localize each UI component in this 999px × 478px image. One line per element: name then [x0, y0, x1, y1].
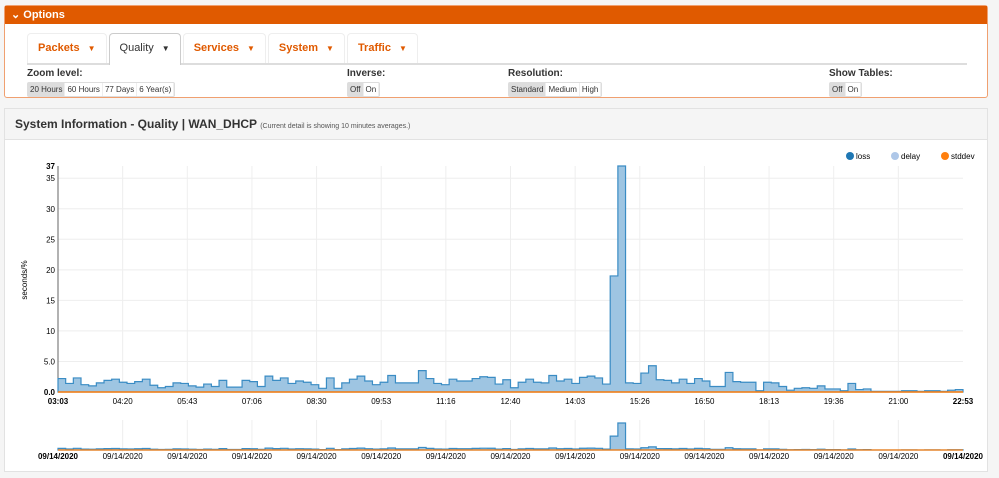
x-tick-label: 14:03: [565, 397, 586, 406]
legend-stddev-label: stddev: [951, 152, 975, 161]
nav-tick-label: 09/14/2020: [749, 452, 790, 461]
caret-icon: ▼: [398, 44, 407, 53]
x-tick-label: 11:16: [436, 397, 456, 406]
x-tick-label: 15:26: [630, 397, 651, 406]
x-tick-label: 08:30: [307, 397, 328, 406]
nav-tick-label: 09/14/2020: [555, 452, 596, 461]
y-tick-label: 15: [46, 296, 55, 305]
legend-loss-label: loss: [856, 152, 870, 161]
x-tick-label: 09:53: [371, 397, 392, 406]
y-tick-label: 35: [46, 174, 55, 183]
legend-delay-icon: [891, 152, 899, 160]
zoom-60h-button[interactable]: 60 Hours: [65, 83, 103, 96]
panel-header: System Information - Quality | WAN_DHCP …: [5, 109, 987, 140]
y-tick-label: 37: [46, 162, 55, 171]
nav-tick-label: 09/14/2020: [103, 452, 144, 461]
x-tick-label: 16:50: [694, 397, 715, 406]
zoom-level-group: Zoom level: 20 Hours 60 Hours 77 Days 6 Yea…: [27, 68, 176, 97]
chart-panel: System Information - Quality | WAN_DHCP …: [4, 108, 988, 472]
y-tick-label: 5.0: [44, 357, 56, 366]
caret-icon: ▼: [87, 44, 96, 53]
nav-tick-label: 09/14/2020: [297, 452, 338, 461]
nav-tick-label: 09/14/2020: [38, 452, 79, 461]
tab-traffic[interactable]: Traffic ▼: [346, 33, 418, 63]
nav-tick-label: 09/14/2020: [232, 452, 273, 461]
caret-icon: ▼: [161, 44, 170, 53]
x-tick-label: 18:13: [759, 397, 780, 406]
resolution-medium-button[interactable]: Medium: [546, 83, 580, 96]
tables-off-button[interactable]: Off: [830, 83, 846, 96]
tab-system[interactable]: System ▼: [267, 33, 345, 63]
x-tick-label: 22:53: [953, 397, 974, 406]
inverse-off-button[interactable]: Off: [348, 83, 364, 96]
x-tick-label: 19:36: [824, 397, 845, 406]
nav-tick-label: 09/14/2020: [878, 452, 919, 461]
y-tick-label: 25: [46, 235, 55, 244]
x-tick-label: 07:06: [242, 397, 263, 406]
delay-area: [57, 165, 964, 393]
resolution-standard-button[interactable]: Standard: [509, 83, 547, 96]
x-tick-label: 04:20: [113, 397, 134, 406]
show-tables-group: Show Tables: Off On: [829, 68, 893, 97]
nav-tick-label: 09/14/2020: [426, 452, 467, 461]
inverse-on-button[interactable]: On: [363, 83, 380, 96]
zoom-20h-button[interactable]: 20 Hours: [28, 83, 66, 96]
x-tick-label: 03:03: [48, 397, 69, 406]
options-header[interactable]: ⌄ Options: [5, 6, 987, 24]
nav-tick-label: 09/14/2020: [490, 452, 531, 461]
legend-loss-icon: [846, 152, 854, 160]
legend-stddev-icon: [941, 152, 949, 160]
nav-tick-label: 09/14/2020: [167, 452, 208, 461]
y-tick-label: 30: [46, 205, 55, 214]
y-tick-label: 20: [46, 266, 55, 275]
x-tick-label: 05:43: [177, 397, 198, 406]
nav-tick-label: 09/14/2020: [943, 452, 984, 461]
tab-services[interactable]: Services ▼: [182, 33, 266, 63]
caret-icon: ▼: [326, 44, 334, 53]
nav-tick-label: 09/14/2020: [684, 452, 725, 461]
tables-on-button[interactable]: On: [845, 83, 862, 96]
inverse-group: Inverse: Off On: [347, 68, 385, 97]
nav-tick-label: 09/14/2020: [361, 452, 402, 461]
x-tick-label: 12:40: [500, 397, 521, 406]
nav-tick-label: 09/14/2020: [814, 452, 855, 461]
nav-tick-label: 09/14/2020: [620, 452, 661, 461]
legend-delay-label: delay: [901, 152, 920, 161]
caret-icon: ▼: [246, 44, 255, 53]
zoom-77d-button[interactable]: 77 Days: [102, 83, 138, 96]
y-axis-label: seconds/%: [20, 260, 29, 299]
options-panel: ⌄ Options Packets ▼ Quality ▼ Services ▼ Sy…: [4, 5, 988, 98]
tab-quality[interactable]: Quality ▼: [108, 33, 181, 65]
tabs: Packets ▼ Quality ▼ Services ▼ System ▼ Traf…: [27, 33, 967, 65]
tab-packets[interactable]: Packets ▼: [27, 33, 107, 63]
resolution-group: Resolution: Standard Medium High: [508, 68, 603, 97]
x-tick-label: 21:00: [888, 397, 909, 406]
y-tick-label: 10: [46, 327, 55, 336]
resolution-high-button[interactable]: High: [579, 83, 602, 96]
y-tick-label: 0.0: [44, 388, 56, 397]
zoom-6y-button[interactable]: 6 Year(s): [137, 83, 175, 96]
